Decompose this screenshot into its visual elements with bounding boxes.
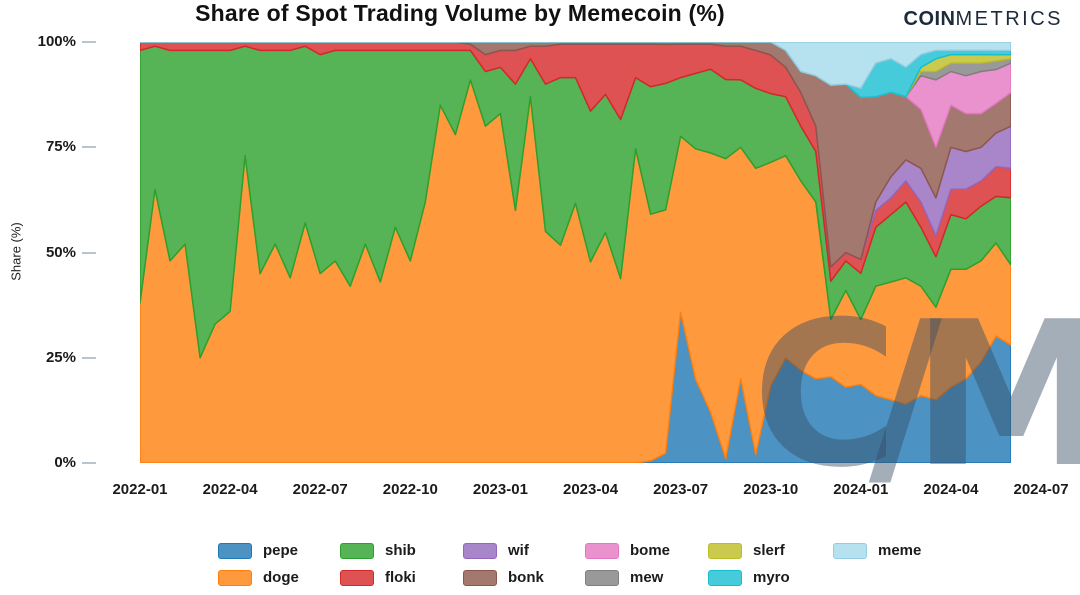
x-tick-label-2023-07: 2023-07 xyxy=(653,481,709,498)
legend-item-wif: wif xyxy=(463,542,529,559)
area-meme xyxy=(140,42,1011,90)
x-tick-label-2022-10: 2022-10 xyxy=(382,481,438,498)
x-tick-label-2023-10: 2023-10 xyxy=(743,481,799,498)
legend-swatch-doge xyxy=(218,569,252,586)
legend-swatch-shib xyxy=(340,542,374,559)
legend-item-pepe: pepe xyxy=(218,542,298,559)
logo-metrics-text: METRICS xyxy=(955,8,1063,30)
legend-item-bonk: bonk xyxy=(463,569,544,586)
legend-label-bonk: bonk xyxy=(508,569,544,586)
y-tick-label-75: 75% xyxy=(45,138,76,156)
x-tick-label-2023-01: 2023-01 xyxy=(472,481,528,498)
legend-swatch-mew xyxy=(585,569,619,586)
legend-label-bome: bome xyxy=(630,542,671,559)
legend-swatch-wif xyxy=(463,542,497,559)
legend-label-doge: doge xyxy=(263,569,299,586)
plot-area xyxy=(140,42,1011,463)
legend-swatch-floki xyxy=(340,569,374,586)
y-tick-label-100: 100% xyxy=(37,33,76,50)
x-tick-label-2024-01: 2024-01 xyxy=(833,481,889,498)
x-tick-label-2022-07: 2022-07 xyxy=(292,481,348,498)
legend-swatch-meme xyxy=(833,542,867,559)
y-tick-mark xyxy=(82,146,96,149)
legend-label-wif: wif xyxy=(508,542,529,559)
legend-item-bome: bome xyxy=(585,542,670,559)
legend-swatch-myro xyxy=(708,569,742,586)
x-tick-label-2022-01: 2022-01 xyxy=(112,481,168,498)
coinmetrics-logo: COINMETRICS xyxy=(904,8,1064,31)
area-bonk xyxy=(140,42,1011,268)
legend-item-mew: mew xyxy=(585,569,663,586)
y-tick-mark xyxy=(82,41,96,43)
legend-item-myro: myro xyxy=(708,569,790,586)
legend-label-pepe: pepe xyxy=(263,542,299,559)
legend-item-meme: meme xyxy=(833,542,921,559)
y-tick-label-25: 25% xyxy=(45,348,76,366)
y-tick-mark xyxy=(82,462,96,464)
x-tick-label-2022-04: 2022-04 xyxy=(202,481,258,498)
x-tick-label-2023-04: 2023-04 xyxy=(562,481,619,498)
legend-label-shib: shib xyxy=(385,542,416,559)
legend-label-floki: floki xyxy=(385,569,416,586)
legend-swatch-bonk xyxy=(463,569,497,586)
legend-item-doge: doge xyxy=(218,569,299,586)
logo-coin-text: COIN xyxy=(903,8,956,30)
legend-label-myro: myro xyxy=(753,569,790,586)
legend-item-shib: shib xyxy=(340,542,416,559)
legend-swatch-bome xyxy=(585,542,619,559)
y-tick-label-0: 0% xyxy=(54,454,76,471)
legend-label-slerf: slerf xyxy=(753,542,785,559)
legend-swatch-slerf xyxy=(708,542,742,559)
legend-label-mew: mew xyxy=(630,569,664,586)
legend-item-floki: floki xyxy=(340,569,416,586)
stacked-area-svg xyxy=(140,42,1011,463)
area-pepe xyxy=(140,311,1011,463)
y-tick-label-50: 50% xyxy=(45,243,76,261)
legend-item-slerf: slerf xyxy=(708,542,785,559)
legend-label-meme: meme xyxy=(878,542,922,559)
x-tick-label-2024-07: 2024-07 xyxy=(1013,481,1069,498)
x-tick-label-2024-04: 2024-04 xyxy=(923,481,979,498)
chart-title: Share of Spot Trading Volume by Memecoin… xyxy=(195,0,725,26)
area-floki xyxy=(140,42,1011,282)
legend-swatch-pepe xyxy=(218,542,252,559)
y-tick-mark xyxy=(82,251,96,254)
y-tick-mark xyxy=(82,356,96,359)
